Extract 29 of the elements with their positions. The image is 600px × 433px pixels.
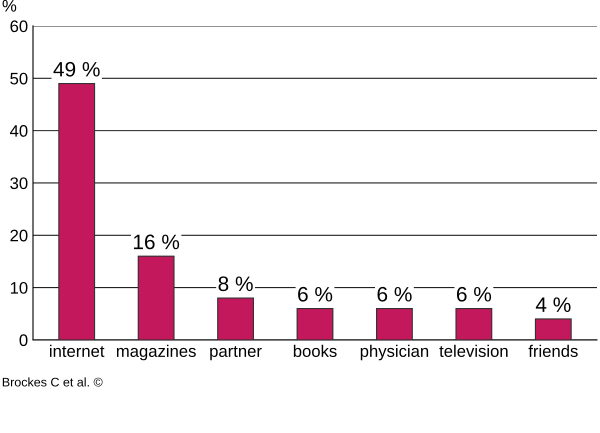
y-axis-title: % — [2, 0, 16, 12]
x-tick-label: partner — [210, 346, 262, 360]
y-tick-label: 0 — [20, 334, 28, 346]
x-tick-label: magazines — [116, 344, 196, 360]
data-label: 49 % — [53, 62, 100, 77]
data-label: 6 % — [456, 286, 492, 302]
y-tick-label: 60 — [10, 20, 28, 32]
y-tick-label: 50 — [10, 72, 28, 85]
x-tick-label: physician — [360, 344, 428, 360]
data-label: 16 % — [134, 234, 180, 250]
data-label: 8 % — [218, 276, 253, 292]
bar — [58, 82, 96, 340]
data-label: 6 % — [378, 286, 412, 302]
x-tick-label: television — [439, 344, 508, 358]
text: Brockes C et al. © — [2, 377, 103, 387]
bar — [296, 308, 334, 340]
y-tick-label: 20 — [10, 230, 28, 242]
data-label: 4 % — [536, 297, 571, 312]
data-label: 6 % — [298, 286, 332, 302]
bar — [138, 256, 175, 340]
y-tick-label: 10 — [10, 282, 28, 294]
bar — [376, 308, 413, 340]
x-tick-label: internet — [50, 344, 104, 358]
y-tick-label: 40 — [10, 125, 28, 137]
bar — [217, 297, 254, 340]
y-tick-label: 30 — [10, 177, 28, 190]
x-tick-label: friends — [528, 344, 578, 358]
bar — [455, 308, 492, 340]
x-tick-label: books — [294, 344, 337, 358]
